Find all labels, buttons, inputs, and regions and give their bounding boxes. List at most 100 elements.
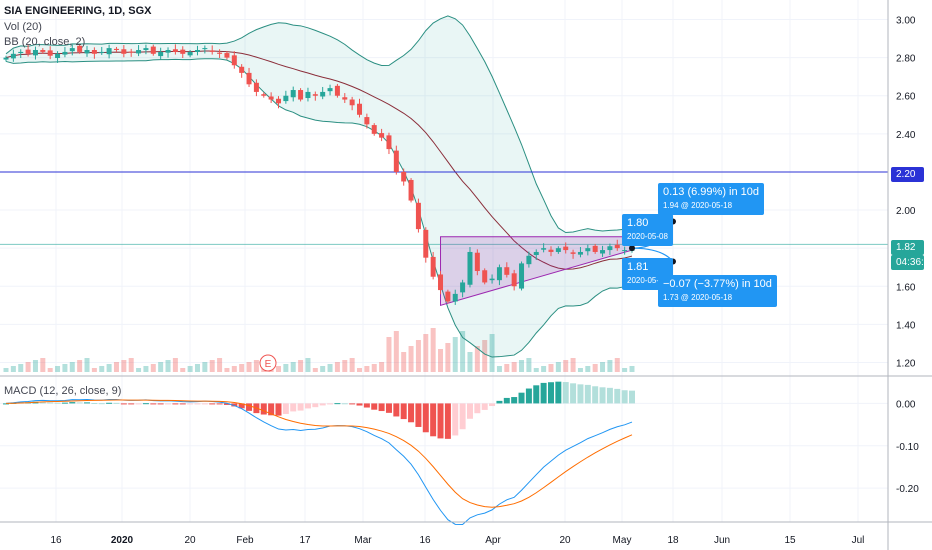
volume-bar bbox=[504, 364, 510, 372]
bb-fill bbox=[6, 15, 632, 358]
candle-body bbox=[3, 57, 9, 60]
macd-hist-bar bbox=[290, 403, 297, 412]
macd-hist-bar bbox=[3, 403, 9, 405]
candle-body bbox=[386, 135, 392, 150]
macd-hist-bar bbox=[408, 403, 415, 423]
macd-hist-bar bbox=[165, 403, 172, 405]
macd-hist-bar bbox=[466, 403, 473, 419]
candle-body bbox=[415, 202, 421, 230]
volume-bar bbox=[40, 358, 46, 372]
candle-body bbox=[379, 133, 385, 138]
time-tick-label: Mar bbox=[354, 535, 372, 546]
volume-bar bbox=[519, 360, 525, 372]
volume-bar bbox=[246, 362, 252, 372]
earnings-marker[interactable]: E bbox=[259, 354, 277, 372]
macd-hist-bar bbox=[238, 403, 245, 409]
candle-body bbox=[489, 278, 495, 281]
macd-hist-bar bbox=[142, 403, 149, 405]
volume-bar bbox=[99, 366, 105, 372]
candle-body bbox=[305, 91, 311, 99]
macd-hist-bar bbox=[201, 403, 208, 405]
bb-legend[interactable]: BB (20, close, 2) bbox=[4, 36, 86, 48]
candle-body bbox=[283, 95, 289, 102]
volume-bar bbox=[415, 340, 421, 372]
volume-bar bbox=[172, 358, 178, 372]
candle-body bbox=[570, 252, 576, 254]
volume-bar bbox=[275, 366, 281, 372]
up-small-date: 2020-05-08 bbox=[627, 232, 668, 241]
macd-hist-bar bbox=[511, 397, 518, 404]
volume-bar bbox=[526, 358, 532, 372]
macd-hist-bar bbox=[260, 403, 267, 415]
candle-body bbox=[563, 246, 569, 251]
price-tick-label: 2.40 bbox=[896, 130, 916, 141]
volume-bar bbox=[622, 368, 628, 372]
volume-bar bbox=[253, 360, 259, 372]
macd-hist-bar bbox=[61, 402, 68, 404]
candle-body bbox=[217, 52, 223, 54]
macd-hist-bar bbox=[525, 388, 532, 404]
candle-body bbox=[467, 251, 473, 285]
time-tick-label: Apr bbox=[485, 535, 501, 546]
macd-hist-bar bbox=[54, 402, 61, 404]
volume-bar bbox=[438, 349, 444, 372]
volume-bar bbox=[128, 358, 134, 372]
earnings-circle bbox=[259, 354, 277, 372]
macd-hist-bar bbox=[599, 387, 606, 404]
candle-body bbox=[84, 50, 90, 54]
volume-bar bbox=[379, 362, 385, 372]
macd-hist-bar bbox=[334, 403, 341, 405]
down-projection-sub: 1.73 @ 2020-05-18 bbox=[663, 293, 733, 302]
candle-body bbox=[430, 256, 436, 277]
volume-bar bbox=[563, 360, 569, 372]
down-projection-callout[interactable]: −0.07 (−3.77%) in 10d 1.73 @ 2020-05-18 bbox=[658, 275, 777, 307]
up-projection-callout[interactable]: 0.13 (6.99%) in 10d 1.94 @ 2020-05-18 bbox=[658, 183, 765, 215]
candle-body bbox=[18, 51, 24, 54]
price-tick-label: 2.80 bbox=[896, 54, 916, 65]
candle-body bbox=[290, 90, 296, 98]
candle-body bbox=[334, 85, 340, 96]
macd-legend[interactable]: MACD (12, 26, close, 9) bbox=[4, 385, 122, 397]
macd-hist-bar bbox=[113, 402, 120, 404]
candle-body bbox=[172, 49, 178, 52]
macd-hist-bar bbox=[246, 403, 253, 411]
volume-bar bbox=[614, 358, 620, 372]
volume-bar bbox=[401, 352, 407, 372]
volume-bar bbox=[217, 358, 223, 372]
volume-bar bbox=[548, 364, 554, 372]
macd-hist-bar bbox=[356, 403, 363, 406]
macd-hist-bar bbox=[179, 403, 186, 405]
volume-bar bbox=[430, 328, 436, 372]
candle-body bbox=[592, 245, 598, 252]
macd-hist-bar bbox=[385, 403, 392, 413]
candle-body bbox=[504, 267, 510, 275]
up-small-callout[interactable]: 1.80 2020-05-08 bbox=[622, 214, 673, 246]
macd-hist-bar bbox=[128, 403, 135, 405]
volume-bar bbox=[467, 352, 473, 372]
bb-upper bbox=[5, 15, 633, 234]
time-tick-label: 17 bbox=[299, 535, 311, 546]
volume-legend[interactable]: Vol (20) bbox=[4, 21, 42, 33]
candle-body bbox=[622, 250, 628, 252]
volume-bar bbox=[298, 360, 304, 372]
macd-hist-bar bbox=[282, 403, 289, 414]
candle-body bbox=[555, 248, 561, 252]
price-tick-label: 1.40 bbox=[896, 320, 916, 331]
down-small-price: 1.81 bbox=[627, 261, 649, 273]
candle-body bbox=[77, 45, 83, 52]
volume-bar bbox=[349, 358, 355, 372]
volume-bar bbox=[371, 364, 377, 372]
candle-body bbox=[180, 49, 186, 54]
macd-hist-bar bbox=[496, 400, 503, 404]
volume-bar bbox=[106, 364, 112, 372]
time-tick-label: 16 bbox=[419, 535, 431, 546]
macd-hist-bar bbox=[474, 403, 481, 414]
macd-hist-bar bbox=[91, 403, 98, 405]
volume-bar bbox=[327, 364, 333, 372]
macd-hist-bar bbox=[194, 403, 201, 405]
macd-hist-bar bbox=[349, 403, 356, 405]
candle-body bbox=[275, 98, 281, 104]
candle-body bbox=[438, 274, 444, 291]
